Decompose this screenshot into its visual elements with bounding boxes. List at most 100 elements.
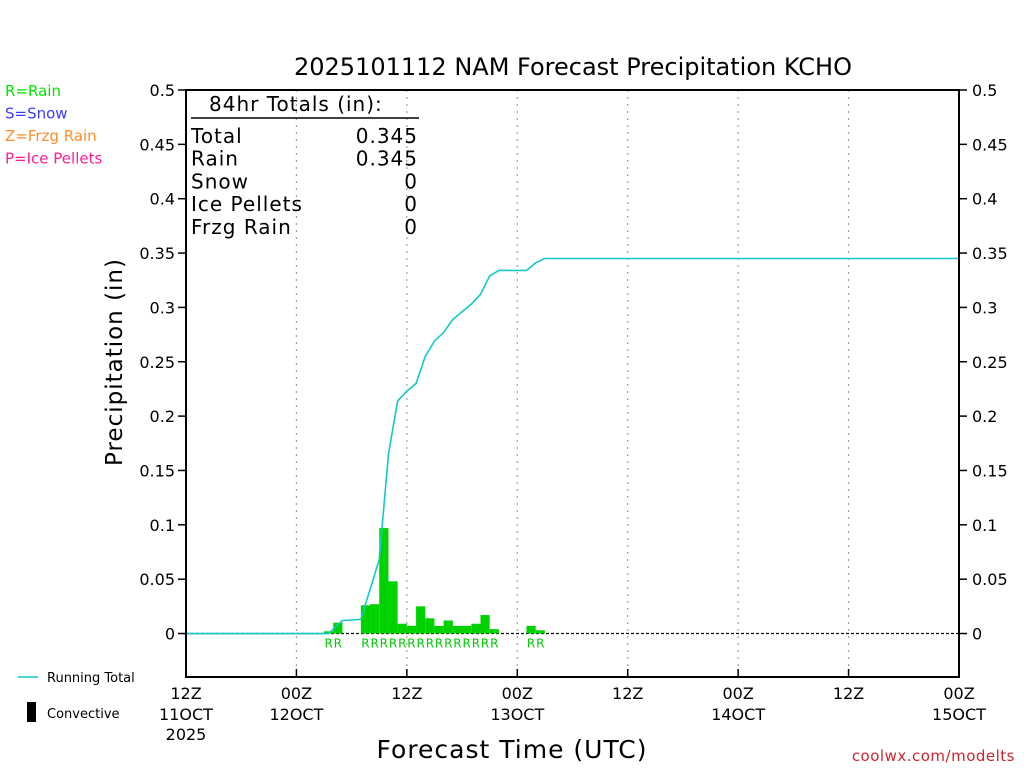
ptype-marker: R bbox=[444, 637, 452, 651]
y-tick-label: 0.45 bbox=[139, 135, 175, 154]
y-tick-label-right: 0.5 bbox=[972, 81, 997, 100]
hourly-bars bbox=[324, 528, 545, 634]
rain-bar bbox=[452, 625, 463, 634]
ptype-legend: R=Rain S=Snow Z=Frzg Rain P=Ice Pellets bbox=[5, 82, 102, 168]
rain-bar bbox=[434, 625, 444, 634]
ptype-marker: R bbox=[426, 637, 434, 651]
y-tick-label: 0.1 bbox=[150, 516, 175, 535]
totals-row-label: Ice Pellets bbox=[191, 192, 303, 216]
rain-bar bbox=[535, 630, 545, 634]
ptype-marker: R bbox=[380, 637, 388, 651]
y-tick-label: 0 bbox=[165, 625, 175, 644]
vertical-gridlines bbox=[295, 90, 850, 677]
ptype-marker: R bbox=[463, 637, 471, 651]
rain-bar bbox=[397, 623, 407, 634]
y-tick-label: 0.35 bbox=[139, 244, 175, 263]
rain-bar bbox=[489, 629, 499, 634]
totals-row-label: Rain bbox=[191, 147, 239, 171]
y-tick-label: 0.2 bbox=[150, 407, 175, 426]
ptype-marker: R bbox=[527, 637, 535, 651]
y-tick-label-right: 0.1 bbox=[972, 516, 997, 535]
y-tick-label: 0.4 bbox=[150, 190, 175, 209]
x-tick-label: 00Z bbox=[722, 684, 753, 703]
rain-bar bbox=[443, 620, 453, 634]
x-tick-label: 00Z bbox=[502, 684, 533, 703]
ptype-marker: R bbox=[472, 637, 480, 651]
rain-bar bbox=[379, 528, 389, 634]
ptype-marker: R bbox=[324, 637, 332, 651]
y-tick-label: 0.25 bbox=[139, 353, 175, 372]
x-tick-year: 2025 bbox=[166, 725, 207, 744]
totals-row-value: 0 bbox=[404, 169, 418, 193]
ptype-marker: R bbox=[361, 637, 369, 651]
totals-rows: Total 0.345 Rain 0.345 Snow 0 Ice Pellets 0 Frzg… bbox=[190, 124, 418, 239]
ptype-marker: R bbox=[416, 637, 424, 651]
ptype-marker: R bbox=[398, 637, 406, 651]
totals-row-label: Frzg Rain bbox=[191, 215, 292, 239]
x-tick-label: 12Z bbox=[170, 684, 201, 703]
y-tick-label: 0.05 bbox=[139, 570, 175, 589]
y-tick-label-right: 0.35 bbox=[972, 244, 1008, 263]
series-legend: Running Total Convective bbox=[18, 671, 135, 722]
ptype-legend-item: Z=Frzg Rain bbox=[5, 127, 97, 145]
credit-text: coolwx.com/modelts bbox=[852, 747, 1015, 765]
x-tick-date: 13OCT bbox=[490, 705, 544, 724]
y-tick-label: 0.5 bbox=[150, 81, 175, 100]
x-tick-date: 15OCT bbox=[932, 705, 986, 724]
x-tick-label: 12Z bbox=[391, 684, 422, 703]
totals-header: 84hr Totals (in): bbox=[209, 92, 383, 116]
ptype-legend-item: R=Rain bbox=[5, 82, 61, 100]
y-tick-label-right: 0.4 bbox=[972, 190, 997, 209]
y-tick-label-right: 0.45 bbox=[972, 135, 1008, 154]
convective-swatch bbox=[27, 702, 36, 722]
y-tick-label: 0.3 bbox=[150, 298, 175, 317]
totals-row-value: 0 bbox=[404, 192, 418, 216]
ptype-marker: R bbox=[370, 637, 378, 651]
y-tick-label-right: 0.05 bbox=[972, 570, 1008, 589]
x-tick-date: 12OCT bbox=[269, 705, 323, 724]
rain-bar bbox=[406, 625, 417, 634]
x-tick-label: 00Z bbox=[281, 684, 312, 703]
x-tick-date: 11OCT bbox=[159, 705, 213, 724]
ptype-marker: R bbox=[435, 637, 443, 651]
y-tick-label-right: 0 bbox=[972, 625, 982, 644]
ptype-marker: R bbox=[407, 637, 415, 651]
convective-label: Convective bbox=[47, 707, 120, 722]
rain-bar bbox=[462, 625, 472, 634]
rain-bar bbox=[360, 605, 371, 634]
plot-frame bbox=[185, 89, 960, 678]
rain-bar bbox=[471, 623, 481, 634]
totals-row-value: 0.345 bbox=[356, 147, 418, 171]
running-total-label: Running Total bbox=[47, 671, 135, 686]
y-tick-label-right: 0.25 bbox=[972, 353, 1008, 372]
x-axis-title: Forecast Time (UTC) bbox=[377, 735, 648, 764]
x-tick-label: 00Z bbox=[943, 684, 974, 703]
totals-box: 84hr Totals (in): Total 0.345 Rain 0.345 Sno… bbox=[190, 92, 419, 239]
chart-title: 2025101112 NAM Forecast Precipitation KC… bbox=[294, 53, 852, 81]
rain-bar bbox=[425, 618, 435, 634]
totals-row-label: Total bbox=[190, 124, 243, 148]
rain-bar bbox=[388, 581, 398, 634]
totals-row-value: 0 bbox=[404, 215, 418, 239]
ptype-marker: R bbox=[490, 637, 498, 651]
ptype-marker: R bbox=[453, 637, 461, 651]
y-axis-left: 0 0.05 0.1 0.15 0.2 0.25 0.3 0.35 0.4 0.45 0.5 bbox=[139, 81, 186, 644]
ptype-marker: R bbox=[481, 637, 489, 651]
rain-bar bbox=[526, 625, 536, 634]
y-axis-right: 0 0.05 0.1 0.15 0.2 0.25 0.3 0.35 0.4 0.45 0.5 bbox=[959, 81, 1008, 644]
rain-bar bbox=[370, 604, 380, 634]
rain-bar bbox=[416, 606, 426, 634]
ptype-marker: R bbox=[536, 637, 544, 651]
rain-bar bbox=[480, 615, 490, 634]
totals-row-label: Snow bbox=[191, 169, 249, 193]
x-tick-label: 12Z bbox=[612, 684, 643, 703]
y-tick-label-right: 0.3 bbox=[972, 298, 997, 317]
x-tick-date: 14OCT bbox=[711, 705, 765, 724]
y-axis-title: Precipitation (in) bbox=[102, 258, 128, 466]
totals-row-value: 0.345 bbox=[356, 124, 418, 148]
y-tick-label: 0.15 bbox=[139, 461, 175, 480]
running-total-line bbox=[186, 257, 959, 635]
